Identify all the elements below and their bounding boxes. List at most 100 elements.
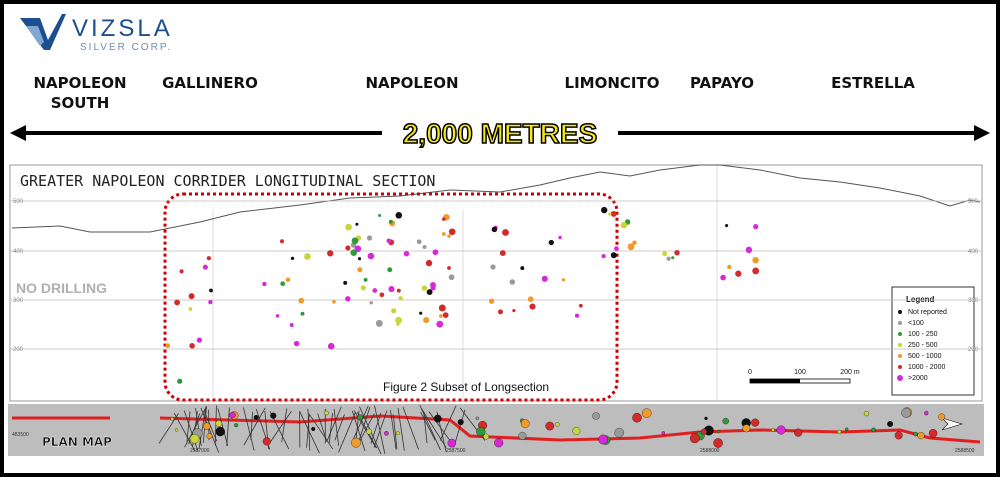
distance-label: 2,000 METRES: [403, 118, 598, 149]
drill-trace: [203, 411, 218, 442]
zone-label: SOUTH: [51, 94, 110, 112]
drill-trace: [243, 407, 266, 446]
plan-intercept: [366, 428, 372, 435]
plan-intercept: [384, 430, 389, 436]
drill-intercept: [448, 274, 455, 281]
drill-trace: [268, 411, 292, 445]
drill-intercept: [289, 322, 294, 328]
drill-intercept: [332, 299, 336, 304]
coordinate-label: 2587500: [446, 448, 466, 454]
legend-label: <100: [908, 320, 924, 327]
zone-label: ESTRELLA: [831, 74, 915, 92]
plan-intercept: [598, 434, 609, 445]
drill-trace: [198, 407, 207, 450]
drill-intercept: [379, 292, 385, 298]
zone-label: GALLINERO: [162, 74, 258, 92]
drill-intercept: [502, 229, 509, 236]
plan-intercept: [901, 407, 911, 418]
drill-intercept: [280, 281, 286, 287]
drill-intercept: [614, 246, 619, 251]
drill-intercept: [350, 249, 357, 256]
drill-intercept: [601, 253, 606, 259]
plan-intercept: [174, 428, 179, 432]
elevation-label: 400: [968, 249, 979, 255]
plan-intercept: [837, 429, 842, 434]
drill-trace: [419, 405, 441, 451]
drill-intercept: [375, 319, 383, 327]
drill-intercept: [438, 304, 446, 312]
drill-intercept: [189, 343, 195, 349]
legend-swatch: [898, 354, 902, 358]
drill-intercept: [548, 239, 554, 246]
legend-box: [891, 286, 975, 396]
drill-intercept: [378, 213, 382, 218]
drill-intercept: [354, 245, 362, 253]
drill-trace: [420, 411, 436, 441]
drill-trace: [421, 408, 447, 448]
drill-intercept: [387, 267, 393, 273]
legend-label: Not reported: [908, 309, 947, 316]
legend-swatch: [898, 365, 902, 369]
plan-intercept: [351, 437, 361, 448]
logo-subtitle: SILVER CORP.: [80, 42, 172, 53]
zone-label: NAPOLEON: [33, 74, 126, 92]
legend-swatch: [897, 375, 903, 381]
zone-label: LIMONCITO: [565, 74, 660, 92]
drill-intercept: [752, 256, 759, 264]
drill-trace: [250, 411, 253, 441]
drill-intercept: [421, 285, 428, 291]
drill-intercept: [610, 210, 617, 217]
drill-intercept: [416, 239, 422, 245]
section-title: GREATER NAPOLEON CORRIDER LONGITUDINAL S…: [20, 172, 435, 190]
drill-trace: [328, 413, 333, 444]
plan-intercept: [713, 438, 723, 448]
drill-intercept: [497, 309, 504, 315]
drill-trace: [186, 411, 191, 442]
elevation-label: 200: [13, 347, 24, 353]
drill-intercept: [388, 219, 393, 224]
drill-trace: [306, 414, 310, 448]
plan-intercept: [572, 427, 581, 435]
elevation-label: 400: [13, 249, 24, 255]
drill-intercept: [735, 270, 742, 277]
plan-intercept: [206, 433, 213, 440]
plan-intercept: [262, 437, 271, 446]
drill-intercept: [366, 235, 373, 241]
drill-intercept: [300, 311, 305, 316]
legend-label: 500 - 1000: [908, 353, 942, 360]
drill-intercept: [426, 289, 433, 296]
plan-map: PLAN MAP 483500 2587000 2587500 2588000 2588…: [8, 404, 984, 456]
drill-trace: [423, 411, 428, 444]
plan-intercept: [447, 438, 457, 448]
elevation-label: 500: [968, 199, 979, 205]
drill-intercept: [174, 299, 181, 306]
plan-intercept: [311, 426, 316, 432]
arrow-head: [974, 125, 990, 141]
drill-intercept: [360, 285, 366, 291]
drill-trace: [390, 410, 397, 450]
scale-label: 100: [794, 369, 806, 376]
drill-intercept: [671, 256, 675, 260]
drill-trace: [217, 408, 229, 446]
logo-mark: [26, 26, 44, 46]
drill-intercept: [398, 296, 403, 301]
drill-intercept: [512, 308, 516, 313]
plan-intercept: [433, 414, 442, 423]
drill-intercept: [355, 222, 359, 226]
drill-intercept: [209, 288, 213, 293]
drill-intercept: [720, 274, 726, 281]
drill-intercept: [752, 267, 760, 275]
drill-trace: [308, 413, 334, 450]
drill-intercept: [395, 211, 403, 219]
drill-intercept: [632, 240, 637, 245]
drill-intercept: [369, 301, 373, 305]
plan-intercept: [475, 416, 479, 420]
plan-intercept: [887, 421, 894, 427]
no-drilling-label: NO DRILLING: [16, 280, 107, 296]
plan-intercept: [555, 422, 560, 427]
legend-swatch: [898, 321, 902, 325]
drill-intercept: [367, 252, 375, 260]
drill-intercept: [666, 256, 671, 261]
drill-trace: [374, 405, 386, 454]
arrow-head: [10, 125, 26, 141]
